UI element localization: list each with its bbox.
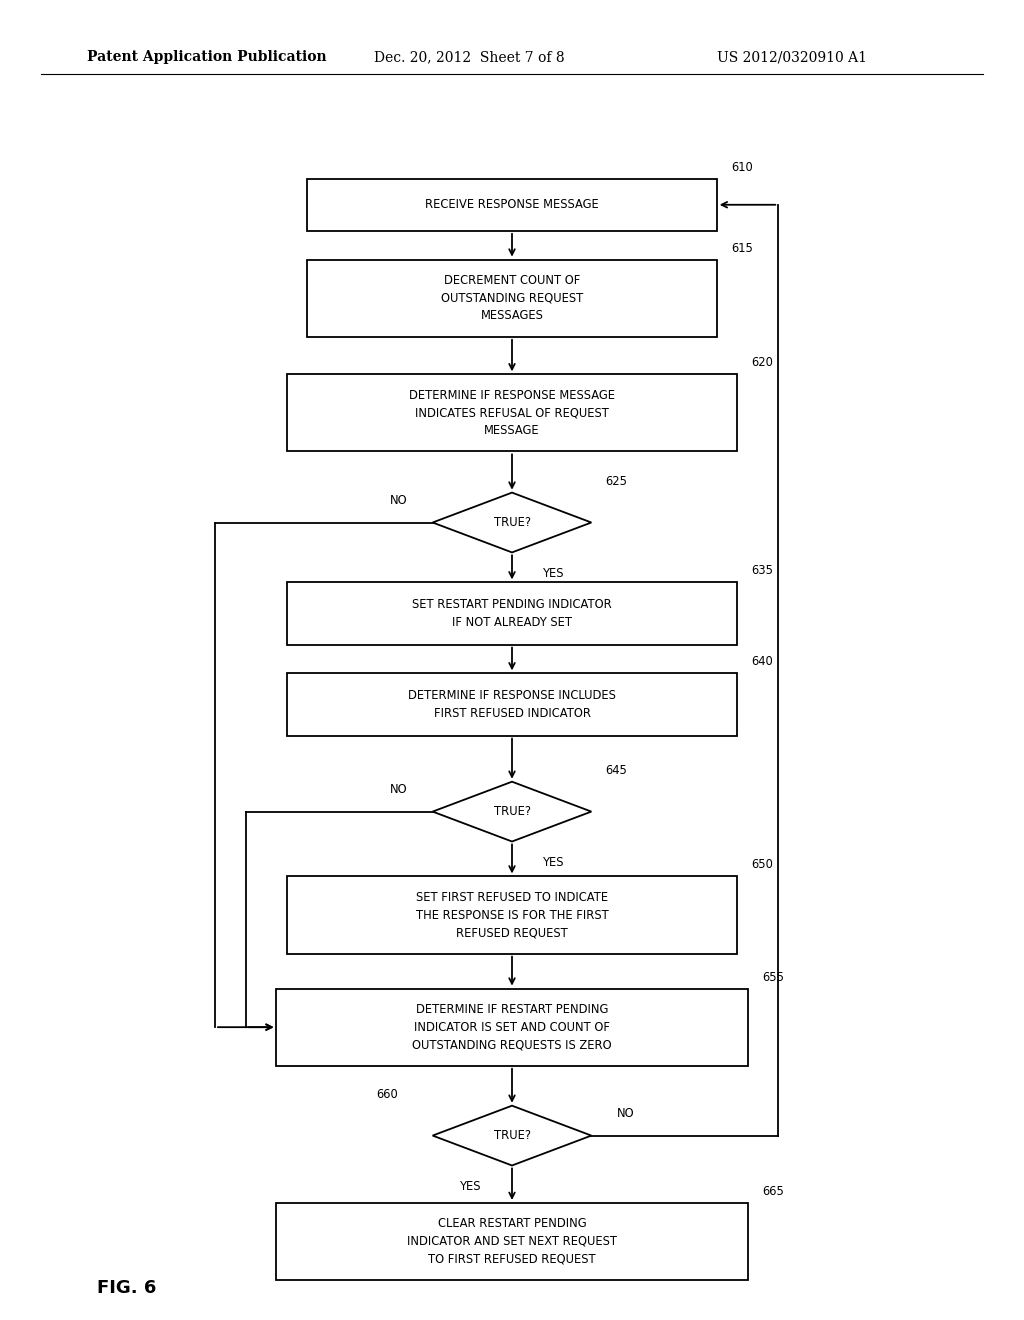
Text: 635: 635 [752,565,773,577]
Text: Dec. 20, 2012  Sheet 7 of 8: Dec. 20, 2012 Sheet 7 of 8 [374,50,564,65]
Polygon shape [432,781,592,842]
Text: 665: 665 [762,1185,783,1197]
Bar [307,178,717,231]
Text: RECEIVE RESPONSE MESSAGE: RECEIVE RESPONSE MESSAGE [425,198,599,211]
Text: DETERMINE IF RESPONSE MESSAGE
INDICATES REFUSAL OF REQUEST
MESSAGE: DETERMINE IF RESPONSE MESSAGE INDICATES … [409,389,615,437]
Text: TRUE?: TRUE? [494,516,530,529]
Text: NO: NO [389,783,407,796]
Text: YES: YES [543,568,564,581]
Text: 615: 615 [731,242,753,255]
Polygon shape [432,1106,592,1166]
Text: NO: NO [389,494,407,507]
Text: US 2012/0320910 A1: US 2012/0320910 A1 [717,50,866,65]
Text: DETERMINE IF RESPONSE INCLUDES
FIRST REFUSED INDICATOR: DETERMINE IF RESPONSE INCLUDES FIRST REF… [408,689,616,719]
Text: YES: YES [543,857,564,870]
Bar [287,582,737,644]
Text: 660: 660 [377,1088,398,1101]
Bar [276,1203,748,1280]
Text: 610: 610 [731,161,753,174]
Text: TRUE?: TRUE? [494,1129,530,1142]
Bar [307,260,717,337]
Polygon shape [432,492,592,552]
Text: TRUE?: TRUE? [494,805,530,818]
Text: 620: 620 [752,356,773,370]
Text: NO: NO [616,1106,635,1119]
Bar [287,876,737,953]
Bar [287,673,737,735]
Text: DETERMINE IF RESTART PENDING
INDICATOR IS SET AND COUNT OF
OUTSTANDING REQUESTS : DETERMINE IF RESTART PENDING INDICATOR I… [413,1003,611,1051]
Text: CLEAR RESTART PENDING
INDICATOR AND SET NEXT REQUEST
TO FIRST REFUSED REQUEST: CLEAR RESTART PENDING INDICATOR AND SET … [407,1217,617,1266]
Text: 650: 650 [752,858,773,871]
Bar [287,375,737,451]
Text: Patent Application Publication: Patent Application Publication [87,50,327,65]
Text: SET RESTART PENDING INDICATOR
IF NOT ALREADY SET: SET RESTART PENDING INDICATOR IF NOT ALR… [412,598,612,628]
Text: FIG. 6: FIG. 6 [97,1279,157,1296]
Text: DECREMENT COUNT OF
OUTSTANDING REQUEST
MESSAGES: DECREMENT COUNT OF OUTSTANDING REQUEST M… [441,275,583,322]
Bar [276,989,748,1065]
Text: 640: 640 [752,655,773,668]
Text: 625: 625 [606,475,628,487]
Text: 655: 655 [762,970,783,983]
Text: SET FIRST REFUSED TO INDICATE
THE RESPONSE IS FOR THE FIRST
REFUSED REQUEST: SET FIRST REFUSED TO INDICATE THE RESPON… [416,891,608,939]
Text: YES: YES [460,1180,481,1193]
Text: 645: 645 [606,764,628,776]
